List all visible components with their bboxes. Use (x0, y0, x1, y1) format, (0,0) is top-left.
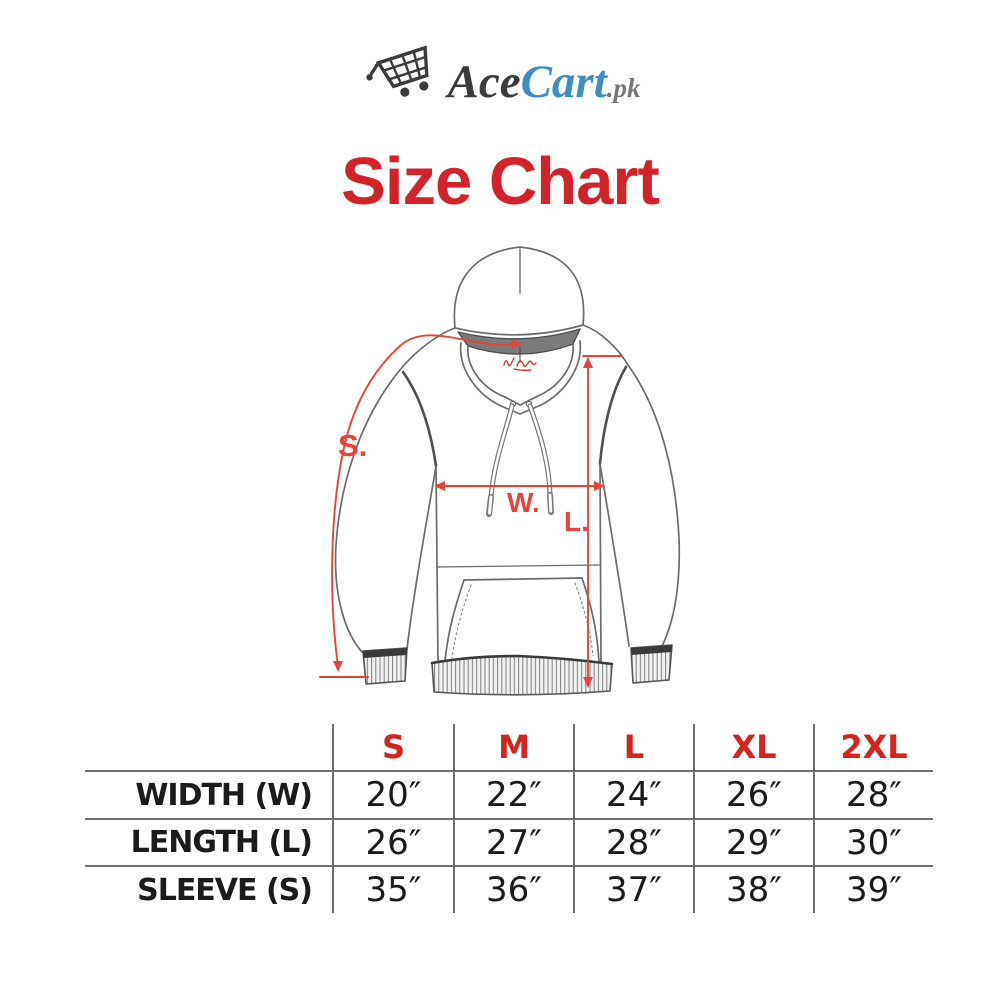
row-label-sleeve: SLEEVE (S) (85, 865, 332, 913)
hood-brand-mark (503, 357, 537, 371)
sleeve-m: 36″ (453, 865, 573, 913)
width-measure-line (434, 481, 605, 491)
brand-tld: .pk (606, 73, 641, 103)
sleeve-l: 37″ (573, 865, 693, 913)
size-table-corner-cell (85, 724, 332, 770)
sleeve-label: S. (338, 428, 367, 463)
brand-name-ace: Ace (447, 56, 521, 108)
width-s: 20″ (332, 770, 453, 818)
brand-name-cart: Cart (520, 56, 607, 108)
length-s: 26″ (332, 818, 453, 865)
page-title: Size Chart (341, 144, 660, 219)
hem-band (430, 654, 614, 696)
column-header-2xl: 2XL (813, 724, 933, 770)
left-cuff (362, 647, 408, 685)
right-cuff (630, 644, 673, 684)
length-l: 28″ (573, 818, 693, 865)
width-label: W. (507, 487, 540, 518)
column-header-l: L (573, 724, 693, 770)
column-header-s: S (332, 724, 453, 770)
column-header-xl: XL (693, 724, 813, 770)
length-label: L. (564, 506, 589, 537)
row-label-width: WIDTH (W) (85, 770, 332, 818)
hood-lining (457, 328, 581, 355)
logo-text: AceCart.pk (447, 59, 640, 106)
width-l: 24″ (573, 770, 693, 818)
length-m: 27″ (453, 818, 573, 865)
width-2xl: 28″ (813, 770, 933, 818)
sleeve-2xl: 39″ (813, 865, 933, 913)
sleeve-xl: 38″ (693, 865, 813, 913)
length-measure-line (582, 355, 623, 688)
length-xl: 29″ (693, 818, 813, 865)
logo: AceCart.pk (0, 40, 1000, 106)
hoodie-outline (334, 246, 681, 696)
width-xl: 26″ (693, 770, 813, 818)
kangaroo-pocket (444, 577, 600, 663)
sleeve-s: 35″ (332, 865, 453, 913)
column-header-m: M (453, 724, 573, 770)
width-m: 22″ (453, 770, 573, 818)
size-table: S M L XL 2XL WIDTH (W) 20″ 22″ 24″ 26″ 2… (85, 724, 933, 913)
shopping-cart-icon (366, 45, 430, 97)
measurement-annotations: S. W. L. (319, 334, 623, 688)
row-label-length: LENGTH (L) (85, 818, 332, 865)
length-2xl: 30″ (813, 818, 933, 865)
sleeve-measure-line (319, 334, 522, 678)
